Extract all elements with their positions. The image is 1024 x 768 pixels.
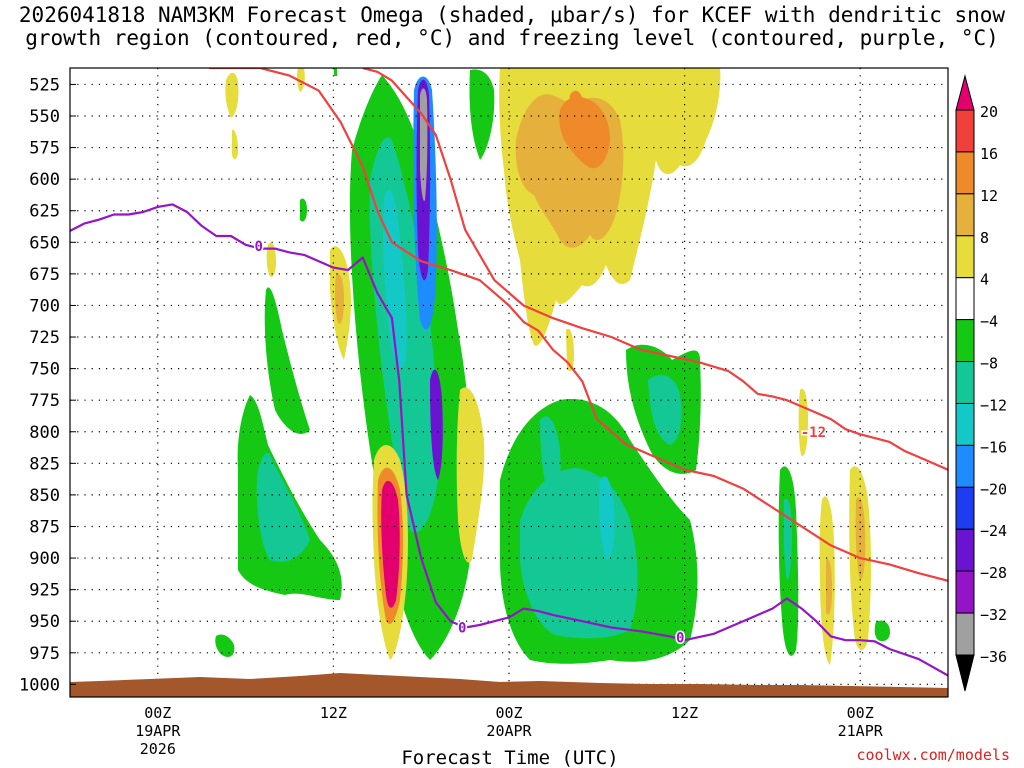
omega-shading <box>215 68 890 665</box>
colorbar-label: −16 <box>980 438 1007 456</box>
y-tick-label: 975 <box>29 644 60 664</box>
y-tick-label: 575 <box>29 139 60 159</box>
y-tick-label: 650 <box>29 233 60 253</box>
freezing-label: 0 <box>676 631 684 647</box>
colorbar-label: −24 <box>980 522 1007 540</box>
x-tick-label: 00Z <box>144 704 171 722</box>
dendritic-contour-1 <box>209 68 948 582</box>
y-tick-label: 550 <box>29 107 60 127</box>
colorbar-label: −8 <box>980 355 998 373</box>
dendritic-contour-2 <box>362 68 948 471</box>
y-axis: 525 550 575 600 625 650 675 700 725 750 775 800 825 8… <box>19 75 76 695</box>
colorbar-label: 4 <box>980 271 989 289</box>
y-tick-label: 625 <box>29 202 60 222</box>
colorbar-label: −4 <box>980 313 998 331</box>
colorbar-swatch <box>955 235 975 279</box>
colorbar-swatch <box>955 486 975 530</box>
colorbar-swatch <box>955 528 975 572</box>
terrain-ground <box>70 673 948 697</box>
colorbar-label: −28 <box>980 564 1007 582</box>
colorbar-swatch <box>955 612 975 656</box>
y-tick-label: 1000 <box>19 675 60 695</box>
colorbar-legend: 20 16 12 8 4 −4 −8 −12 −16 −20 −24 −28 −32 −36 <box>955 74 1007 692</box>
title-line-1: 2026041818 NAM3KM Forecast Omega (shaded… <box>18 3 1006 27</box>
x-tick-label: 00Z <box>847 704 874 722</box>
colorbar-swatch <box>955 402 975 446</box>
x-tick-label: 12Z <box>320 704 347 722</box>
colorbar-label: −20 <box>980 480 1007 498</box>
y-tick-label: 800 <box>29 423 60 443</box>
colorbar-swatch <box>955 109 975 153</box>
y-tick-label: 825 <box>29 454 60 474</box>
freezing-label: 0 <box>255 239 263 255</box>
freezing-label: 0 <box>458 621 466 637</box>
colorbar-top-arrow <box>955 74 975 111</box>
colorbar-label: −32 <box>980 606 1007 624</box>
y-tick-label: 775 <box>29 391 60 411</box>
plot-frame <box>69 67 949 698</box>
y-tick-label: 750 <box>29 360 60 380</box>
x-tick-label: 20APR <box>486 722 532 740</box>
colorbar-swatch <box>955 193 975 237</box>
colorbar-label: −12 <box>980 396 1007 414</box>
dendritic-label: -12 <box>801 425 826 441</box>
y-tick-label: 525 <box>29 75 60 95</box>
x-axis-title: Forecast Time (UTC) <box>401 747 618 768</box>
colorbar-swatch <box>955 319 975 363</box>
y-tick-label: 875 <box>29 517 60 537</box>
title-line-2: growth region (contoured, red, °C) and f… <box>25 26 999 50</box>
colorbar-label: 20 <box>980 103 998 121</box>
chart-title: 2026041818 NAM3KM Forecast Omega (shaded… <box>0 4 1024 50</box>
y-tick-label: 925 <box>29 581 60 601</box>
x-tick-label: 21APR <box>838 722 884 740</box>
colorbar-swatch <box>955 444 975 488</box>
colorbar-swatch <box>955 151 975 195</box>
freezing-level-line <box>70 203 948 677</box>
colorbar-label: 12 <box>980 187 998 205</box>
contour-lines: 0 0 0 -12 <box>70 68 948 677</box>
colorbar-label: 8 <box>980 229 989 247</box>
y-tick-label: 600 <box>29 170 60 190</box>
y-tick-label: 725 <box>29 328 60 348</box>
x-tick-label: 19APR <box>135 722 181 740</box>
y-tick-label: 950 <box>29 612 60 632</box>
x-tick-label: 00Z <box>495 704 522 722</box>
y-tick-label: 900 <box>29 549 60 569</box>
y-tick-label: 675 <box>29 265 60 285</box>
colorbar-label: 16 <box>980 145 998 163</box>
colorbar-bottom-arrow <box>955 654 975 692</box>
x-tick-label: 12Z <box>671 704 698 722</box>
colorbar-label: −36 <box>980 648 1007 666</box>
y-tick-label: 850 <box>29 486 60 506</box>
credit-text: coolwx.com/models <box>856 746 1010 764</box>
y-tick-label: 700 <box>29 296 60 316</box>
colorbar-swatch <box>955 570 975 614</box>
colorbar-swatch <box>955 277 975 321</box>
x-tick-label: 2026 <box>140 740 176 758</box>
colorbar-swatch <box>955 361 975 404</box>
